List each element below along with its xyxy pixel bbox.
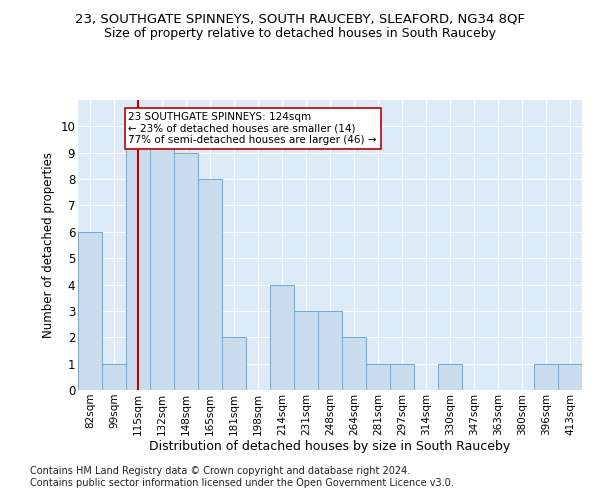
Text: Size of property relative to detached houses in South Rauceby: Size of property relative to detached ho… — [104, 28, 496, 40]
Bar — [342, 338, 366, 390]
Bar — [366, 364, 390, 390]
Bar — [174, 152, 198, 390]
Bar — [270, 284, 294, 390]
Bar — [102, 364, 126, 390]
Bar — [534, 364, 558, 390]
Bar — [222, 338, 246, 390]
Text: Contains HM Land Registry data © Crown copyright and database right 2024.
Contai: Contains HM Land Registry data © Crown c… — [30, 466, 454, 487]
Bar — [438, 364, 462, 390]
Bar — [558, 364, 582, 390]
Bar — [294, 311, 318, 390]
Bar — [318, 311, 342, 390]
Bar — [78, 232, 102, 390]
X-axis label: Distribution of detached houses by size in South Rauceby: Distribution of detached houses by size … — [149, 440, 511, 454]
Text: 23 SOUTHGATE SPINNEYS: 124sqm
← 23% of detached houses are smaller (14)
77% of s: 23 SOUTHGATE SPINNEYS: 124sqm ← 23% of d… — [128, 112, 377, 145]
Y-axis label: Number of detached properties: Number of detached properties — [42, 152, 55, 338]
Bar — [390, 364, 414, 390]
Bar — [126, 126, 150, 390]
Text: 23, SOUTHGATE SPINNEYS, SOUTH RAUCEBY, SLEAFORD, NG34 8QF: 23, SOUTHGATE SPINNEYS, SOUTH RAUCEBY, S… — [75, 12, 525, 26]
Bar — [198, 179, 222, 390]
Bar — [150, 126, 174, 390]
